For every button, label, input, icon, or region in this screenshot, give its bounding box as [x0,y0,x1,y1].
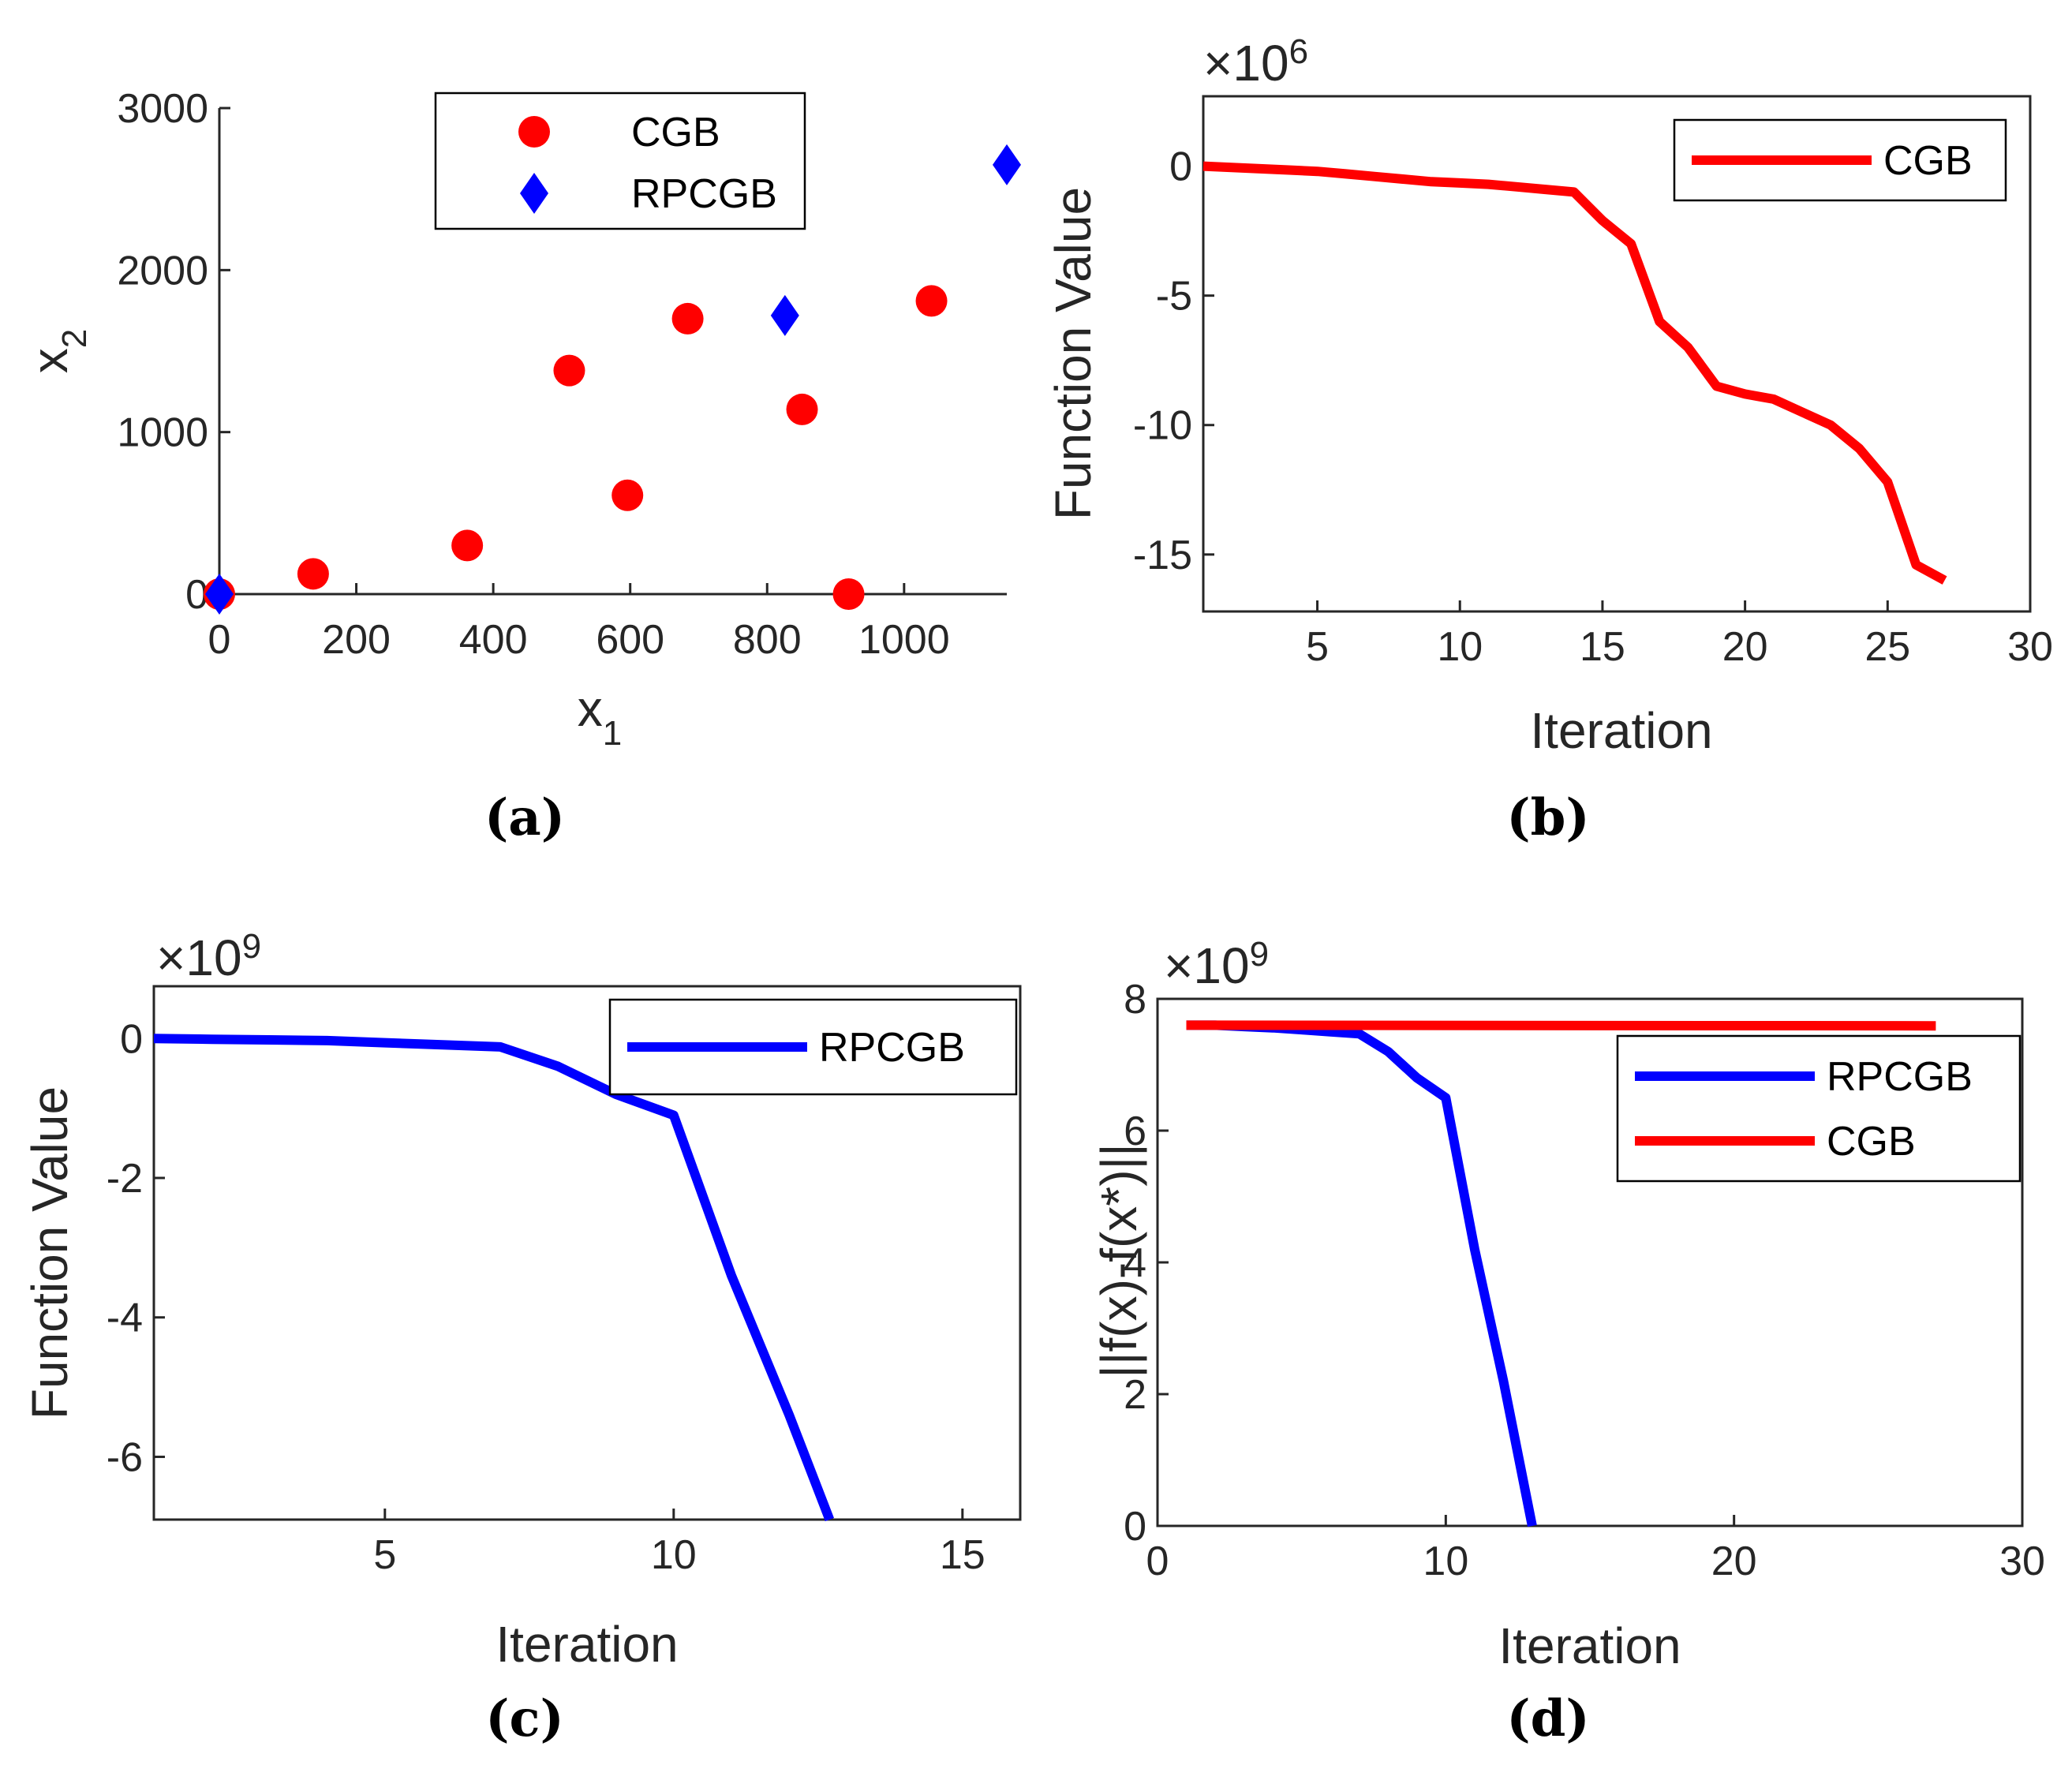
x-tick-label: 10 [1423,1539,1468,1584]
data-point-rpcgb [993,144,1021,185]
legend-marker-rpcgb [520,173,548,214]
y-tick-label: 0 [1169,144,1192,190]
x-tick-label: 5 [373,1532,396,1578]
y-tick-label: 2 [1124,1372,1146,1418]
y-axis-label: x2 [21,329,94,373]
x-tick-label: 10 [1437,624,1483,670]
x-tick-label: 800 [733,617,802,663]
x-tick-label: 1000 [858,617,950,663]
legend-label-rpcgb: RPCGB [819,1025,965,1071]
panel-b-cgb-function-value: 5 10 15 20 25 30 0 -5 -10 -15 ×106 Iteration Functio… [1045,32,2053,847]
y-tick-label: 2000 [117,248,208,294]
x-tick-label: 25 [1864,624,1910,670]
legend-marker-cgb [518,116,550,148]
x-tick-label: 600 [596,617,664,663]
x-tick-label: 20 [1722,624,1768,670]
x-tick-label: 5 [1306,624,1329,670]
legend-box [434,92,806,230]
data-point-cgb [832,578,865,610]
y-tick-label: -2 [107,1156,143,1202]
x-tick-label: 0 [1146,1539,1169,1584]
x-tick-label: 15 [940,1532,986,1578]
panel-a-scatter: 0 200 400 600 800 10000100020003000x1x2CGBRPC… [21,86,1021,847]
data-point-cgb [612,479,644,511]
legend-label-cgb: CGB [1827,1119,1916,1165]
panel-label: (b) [1506,788,1589,847]
legend-label-cgb: CGB [631,110,720,155]
y-tick-label: -4 [107,1296,143,1341]
axis-exponent: ×106 [1203,32,1308,92]
y-tick-label: -5 [1156,274,1192,320]
data-point-cgb [553,354,585,387]
legend-box [1616,1034,2022,1183]
legend-label-cgb: CGB [1883,138,1973,184]
y-axis-label: Function Value [21,1086,78,1419]
y-tick-label: -6 [107,1434,143,1480]
x-tick-label: 400 [459,617,528,663]
x-tick-label: 0 [208,617,231,663]
x-tick-label: 10 [651,1532,697,1578]
plot-frame [152,985,1022,1521]
x-tick-label: 30 [1999,1539,2045,1584]
y-tick-label: -15 [1133,533,1192,578]
plot-frame [1202,95,2032,613]
x-tick-label: 20 [1711,1539,1757,1584]
y-tick-label: 3000 [117,86,208,132]
panel-c-rpcgb-function-value: 5 10 15 0 -2 -4 -6 ×109 Iteration Function Value R… [21,927,1022,1748]
y-tick-label: -10 [1133,403,1192,449]
x-axis-label: Iteration [1530,702,1712,759]
data-point-cgb [297,558,329,590]
x-axis-label: Iteration [496,1616,678,1673]
data-point-rpcgb [205,574,234,615]
legend-label-rpcgb: RPCGB [1827,1054,1973,1100]
x-axis-label: x1 [578,680,622,753]
data-point-rpcgb [770,294,799,336]
y-tick-label: 1000 [117,410,208,456]
series-line-cgb [1202,161,1947,585]
x-tick-label: 30 [2007,624,2053,670]
y-axis-label: ||f(x)-f(x*)|| [1090,1143,1147,1378]
panel-label: (d) [1506,1689,1589,1748]
x-axis-label: Iteration [1498,1617,1681,1674]
data-point-cgb [915,285,948,317]
x-tick-label: 200 [322,617,391,663]
panel-label: (a) [484,788,565,847]
data-point-cgb [451,529,484,562]
y-tick-label: 6 [1124,1109,1146,1154]
y-tick-label: 8 [1124,977,1146,1023]
legend-label-rpcgb: RPCGB [631,171,777,217]
series-line-rpcgb [153,1034,834,1522]
axis-exponent: ×109 [156,927,261,986]
x-tick-label: 15 [1580,624,1625,670]
y-axis-label: Function Value [1045,187,1101,520]
panel-label: (c) [485,1689,564,1748]
y-tick-label: 0 [1124,1504,1146,1550]
data-point-cgb [786,393,818,425]
panel-d-error-norm: 0 10 20 30 0 2 4 6 8 ×109 Iteration ||f(x)-f(x*)|| R… [1090,935,2045,1748]
axis-exponent: ×109 [1164,935,1269,994]
series-line-cgb [1186,1020,1936,1031]
data-point-cgb [671,302,704,335]
y-tick-label: 0 [120,1016,143,1062]
series-line-rpcgb [1186,1020,1537,1527]
y-tick-label: 4 [1124,1240,1146,1286]
